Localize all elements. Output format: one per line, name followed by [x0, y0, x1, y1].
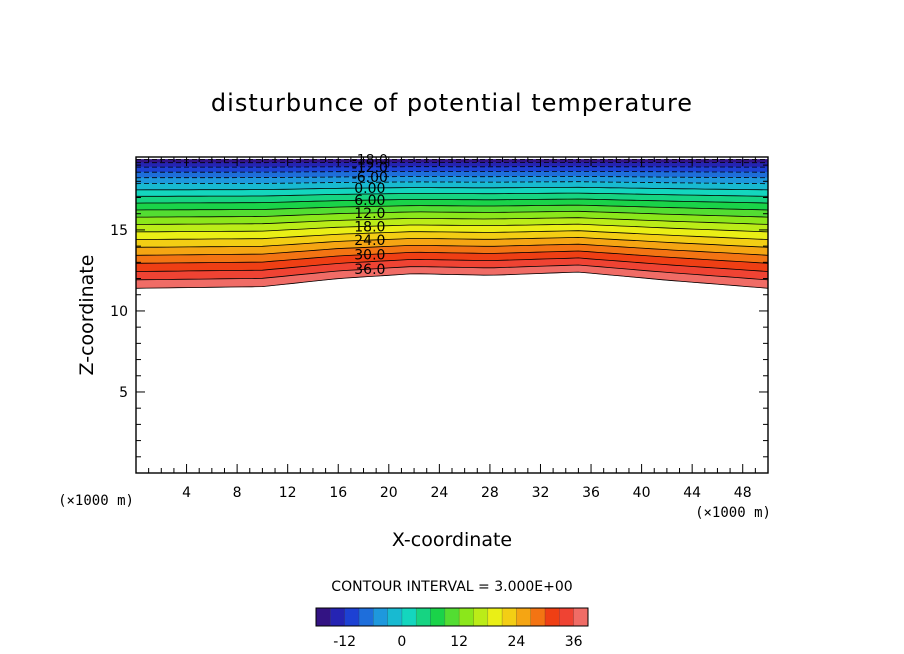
chart-title: disturbunce of potential temperature [211, 89, 693, 117]
x-axis-label: X-coordinate [392, 529, 512, 551]
colorbar-cell [358, 608, 374, 626]
y-axis-label: Z-coordinate [76, 255, 98, 376]
contour-line [135, 223, 769, 233]
y-axis: 5 10 15 [110, 164, 768, 458]
y-unit-label: (×1000 m) [58, 493, 134, 509]
colorbar-cell [416, 608, 431, 626]
colorbar-tick-label: 36 [565, 634, 583, 650]
colorbar-cell [487, 608, 503, 626]
contour-line [135, 271, 769, 289]
contour-line [135, 198, 769, 204]
colorbar [315, 607, 589, 627]
y-tick-label: 10 [110, 304, 128, 320]
x-tick-label: 4 [182, 485, 191, 501]
contour-line [136, 230, 769, 240]
x-tick-label: 16 [329, 485, 347, 501]
contour-interval-text: CONTOUR INTERVAL = 3.000E+00 [331, 579, 572, 595]
colorbar-tick-label: -12 [333, 634, 356, 650]
y-tick-label: 5 [119, 385, 128, 401]
x-tick-label: 12 [279, 485, 297, 501]
plot-area: -18.0-12.0-6.000.006.0012.018.024.030.03… [135, 152, 769, 474]
contour-line [135, 257, 769, 272]
colorbar-cell [387, 608, 402, 626]
contour-label: -12.0 [352, 160, 388, 176]
x-tick-label: 20 [380, 485, 398, 501]
colorbar-tick-label: 0 [397, 634, 406, 650]
colorbar-cell [559, 608, 574, 626]
colorbar-cell [545, 608, 560, 626]
colorbar-tick-label: 24 [508, 634, 526, 650]
contour-labels: -18.0-12.0-6.000.006.0012.018.024.030.03… [352, 152, 388, 278]
contour-line [135, 236, 769, 248]
y-tick-label: 15 [110, 223, 128, 239]
contour-label: 6.00 [354, 193, 385, 209]
x-tick-label: 40 [633, 485, 651, 501]
colorbar-cell [430, 608, 445, 626]
contour-label: 12.0 [354, 206, 385, 222]
contour-line [135, 264, 769, 281]
contour-label: -6.00 [352, 170, 388, 186]
x-tick-label: 32 [532, 485, 550, 501]
contour-line [136, 192, 769, 197]
colorbar-cell [502, 608, 517, 626]
x-tick-label: 24 [430, 485, 448, 501]
colorbar-cell [316, 608, 331, 626]
contour-line [135, 176, 769, 179]
contour-label: 30.0 [354, 247, 385, 263]
colorbar-cell [473, 608, 488, 626]
contour-fills [135, 159, 769, 289]
x-tick-label: 44 [683, 485, 701, 501]
contour-line [136, 171, 768, 173]
contour-label: 18.0 [354, 219, 385, 235]
colorbar-cell [330, 608, 345, 626]
contour-line [136, 210, 769, 218]
x-unit-label: (×1000 m) [695, 505, 771, 521]
colorbar-cell [401, 608, 417, 626]
contour-label: 36.0 [354, 262, 385, 278]
x-tick-label: 8 [233, 485, 242, 501]
contour-label: 0.00 [354, 181, 385, 197]
colorbar-cell [344, 608, 359, 626]
contour-line [135, 250, 769, 264]
colorbar-cell [373, 608, 388, 626]
colorbar-frame [315, 607, 589, 627]
x-tick-label: 36 [582, 485, 600, 501]
contour-line [135, 243, 769, 256]
colorbar-tick-label: 12 [450, 634, 468, 650]
x-axis: 4 8 12 16 20 24 28 32 36 40 44 48 [148, 157, 756, 501]
colorbar-ticks: -12 0 12 24 36 [333, 634, 582, 650]
x-tick-label: 48 [734, 485, 752, 501]
colorbar-cell [444, 608, 460, 626]
x-tick-label: 28 [481, 485, 499, 501]
contour-line [135, 186, 769, 191]
contour-line [135, 204, 769, 211]
contour-line [136, 217, 769, 225]
contour-label: 24.0 [354, 233, 385, 249]
contour-line [135, 181, 769, 185]
colorbar-cell [530, 608, 546, 626]
colorbar-cell [573, 608, 588, 626]
colorbar-cell [459, 608, 474, 626]
colorbar-cell [516, 608, 531, 626]
